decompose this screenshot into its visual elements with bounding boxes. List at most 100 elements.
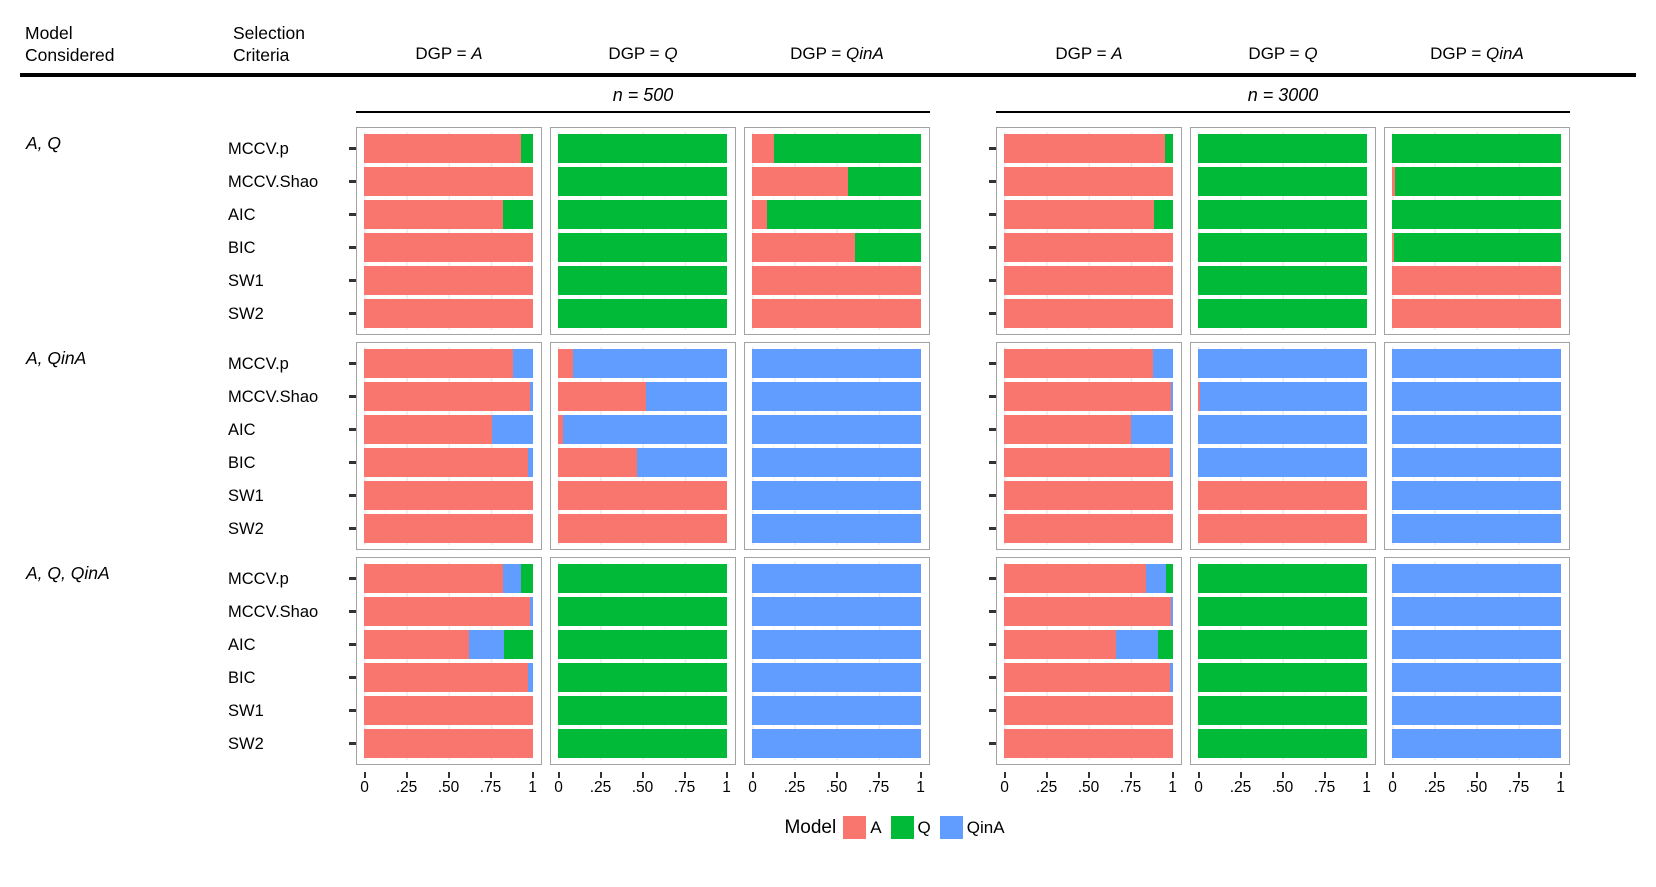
x-tick-label: .75 bbox=[479, 779, 502, 796]
x-tick-label: .25 bbox=[1035, 779, 1058, 796]
bar-row-BIC bbox=[348, 231, 533, 264]
bar-row-AIC bbox=[988, 198, 1173, 231]
header-dgp-n3000-A: DGP = A bbox=[1055, 44, 1123, 63]
stacked-bar bbox=[558, 481, 727, 510]
bar-row-SW2 bbox=[988, 727, 1173, 760]
bar-row-MCCV.Shao bbox=[558, 380, 727, 413]
facet-group-3: A, Q, QinA MCCV.p MCCV.Shao AIC BIC SW1 SW2 bbox=[20, 557, 1636, 765]
bar-segment-Q bbox=[558, 233, 727, 262]
x-tick-label: 1 bbox=[1556, 779, 1565, 796]
bar-segment-A bbox=[364, 200, 503, 229]
y-tick bbox=[988, 643, 996, 646]
bar-segment-A bbox=[364, 448, 528, 477]
bar-row-SW2 bbox=[1198, 297, 1367, 330]
bar-segment-A bbox=[1004, 597, 1172, 626]
bar-row-SW1 bbox=[1392, 694, 1561, 727]
bar-segment-QinA bbox=[563, 415, 727, 444]
header-model-considered: Model Considered bbox=[20, 23, 220, 66]
criteria-label-MCCV.Shao: MCCV.Shao bbox=[228, 602, 319, 621]
stacked-bar bbox=[752, 167, 921, 196]
panel-n500-dgp-Q bbox=[550, 342, 736, 550]
bar-row-SW1 bbox=[348, 479, 533, 512]
bar-segment-A bbox=[752, 200, 768, 229]
y-tick bbox=[348, 246, 356, 249]
bar-segment-Q bbox=[1157, 630, 1173, 659]
bar-row-SW1 bbox=[1198, 479, 1367, 512]
bar-segment-QinA bbox=[1169, 663, 1173, 692]
y-tick bbox=[348, 643, 356, 646]
bar-row-SW2 bbox=[348, 727, 533, 760]
stacked-bar bbox=[364, 481, 533, 510]
y-tick bbox=[348, 610, 356, 613]
bar-segment-A bbox=[1004, 514, 1173, 543]
x-tick-label: 0 bbox=[748, 779, 757, 796]
stacked-bar bbox=[1004, 200, 1173, 229]
x-tick-label: .50 bbox=[1077, 779, 1100, 796]
y-tick bbox=[348, 362, 356, 365]
y-tick bbox=[988, 279, 996, 282]
stacked-bar bbox=[1004, 729, 1173, 758]
header-model-considered-line1: Model bbox=[25, 23, 73, 44]
y-tick bbox=[348, 213, 356, 216]
bar-segment-QinA bbox=[752, 597, 921, 626]
legend-item-A: A bbox=[843, 816, 882, 839]
legend-label: QinA bbox=[966, 817, 1005, 837]
x-tick-label: 1 bbox=[916, 779, 925, 796]
bar-segment-QinA bbox=[1198, 415, 1367, 444]
bar-segment-Q bbox=[502, 200, 533, 229]
stacked-bar bbox=[1004, 696, 1173, 725]
stacked-bar bbox=[752, 299, 921, 328]
criteria-label-SW2: SW2 bbox=[228, 519, 264, 538]
x-tick-mark bbox=[683, 772, 686, 778]
bar-segment-Q bbox=[1198, 597, 1367, 626]
bar-row-MCCV.Shao bbox=[752, 165, 921, 198]
stacked-bar bbox=[1198, 266, 1367, 295]
legend-items: A Q QinA bbox=[843, 816, 1013, 839]
bar-segment-Q bbox=[558, 134, 727, 163]
header-selection-criteria-line2: Criteria bbox=[233, 44, 290, 65]
x-tick-mark bbox=[1517, 772, 1520, 778]
bar-segment-A bbox=[1004, 630, 1116, 659]
bar-segment-A bbox=[1198, 481, 1367, 510]
stacked-bar bbox=[364, 200, 533, 229]
facet-gap bbox=[938, 342, 988, 550]
bar-row-SW2 bbox=[752, 727, 921, 760]
bar-segment-Q bbox=[558, 729, 727, 758]
bar-segment-QinA bbox=[1392, 630, 1561, 659]
bar-segment-QinA bbox=[529, 382, 533, 411]
bar-segment-Q bbox=[1166, 564, 1173, 593]
bar-row-BIC bbox=[1198, 446, 1367, 479]
y-tick bbox=[988, 610, 996, 613]
stacked-bar bbox=[558, 630, 727, 659]
bar-row-SW1 bbox=[348, 264, 533, 297]
bar-segment-A bbox=[1392, 167, 1396, 196]
facet-gap bbox=[938, 127, 988, 335]
facet-group-2: A, QinA MCCV.p MCCV.Shao AIC BIC SW1 SW2 bbox=[20, 342, 1636, 550]
x-tick-mark bbox=[531, 772, 534, 778]
y-tick bbox=[988, 742, 996, 745]
bar-row-MCCV.p bbox=[752, 132, 921, 165]
bar-segment-A bbox=[1004, 349, 1153, 378]
bar-row-SW1 bbox=[988, 694, 1173, 727]
x-tick-label: 1 bbox=[1168, 779, 1177, 796]
header-selection-criteria-line1: Selection bbox=[233, 23, 305, 44]
x-tick-label: 1 bbox=[528, 779, 537, 796]
bar-row-SW2 bbox=[348, 297, 533, 330]
bar-row-BIC bbox=[558, 661, 727, 694]
bar-row-MCCV.Shao bbox=[988, 165, 1173, 198]
bar-row-AIC bbox=[752, 628, 921, 661]
bars-area bbox=[1198, 347, 1367, 545]
stacked-bar bbox=[364, 729, 533, 758]
bar-segment-QinA bbox=[1392, 564, 1561, 593]
x-axis-row: 0.25.50.75 1 0.25.50.75 1 0.25.50.75 1 0.25.50… bbox=[20, 772, 1636, 802]
bar-segment-QinA bbox=[1171, 382, 1173, 411]
bar-segment-A bbox=[1004, 167, 1173, 196]
bars-area bbox=[752, 347, 921, 545]
bar-row-BIC bbox=[558, 231, 727, 264]
x-tick-mark bbox=[1323, 772, 1326, 778]
y-tick bbox=[348, 279, 356, 282]
panel-n500-dgp-A bbox=[348, 342, 542, 550]
stacked-bar bbox=[752, 415, 921, 444]
bar-row-SW1 bbox=[1392, 264, 1561, 297]
x-axis-strip: 0 .25 .50 .75 1 bbox=[554, 772, 731, 802]
